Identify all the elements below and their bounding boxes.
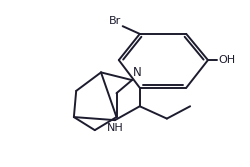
Text: N: N: [133, 66, 142, 79]
Text: NH: NH: [106, 123, 123, 133]
Text: OH: OH: [218, 55, 235, 65]
Text: Br: Br: [108, 16, 121, 26]
